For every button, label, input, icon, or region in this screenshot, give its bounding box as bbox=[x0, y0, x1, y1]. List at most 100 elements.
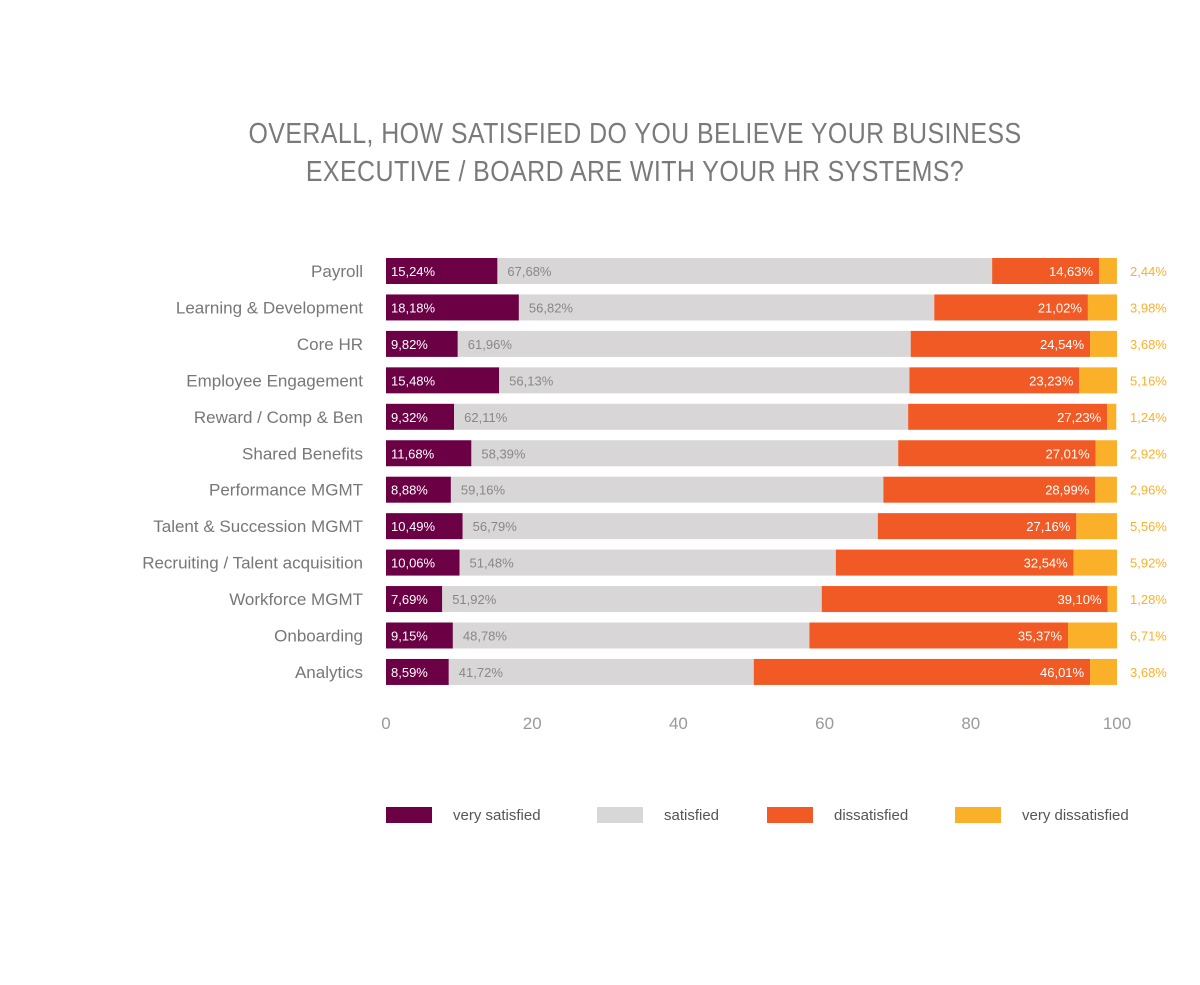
category-label: Payroll bbox=[311, 262, 363, 281]
legend-swatch bbox=[955, 807, 1001, 823]
bar-very-dissatisfied bbox=[1107, 586, 1117, 613]
x-tick-label: 60 bbox=[815, 714, 834, 733]
bar-very-satisfied bbox=[386, 586, 443, 613]
data-label: 10,06% bbox=[391, 556, 436, 571]
bar-dissatisfied bbox=[908, 403, 1108, 430]
data-label: 6,71% bbox=[1130, 629, 1167, 644]
bar-satisfied bbox=[462, 513, 878, 540]
bar-dissatisfied bbox=[910, 330, 1091, 357]
bar-satisfied bbox=[459, 549, 836, 576]
legend-label: satisfied bbox=[664, 807, 719, 824]
data-label: 48,78% bbox=[463, 629, 508, 644]
data-label: 18,18% bbox=[391, 300, 436, 315]
category-label: Analytics bbox=[295, 663, 363, 682]
data-label: 10,49% bbox=[391, 519, 436, 534]
data-label: 15,24% bbox=[391, 264, 436, 279]
bar-very-dissatisfied bbox=[1095, 476, 1117, 503]
data-label: 28,99% bbox=[1045, 483, 1090, 498]
legend-swatch bbox=[597, 807, 643, 823]
data-label: 46,01% bbox=[1040, 665, 1085, 680]
category-label: Talent & Succession MGMT bbox=[153, 517, 363, 536]
bar-dissatisfied bbox=[753, 658, 1091, 685]
data-label: 35,37% bbox=[1018, 629, 1063, 644]
bar-dissatisfied bbox=[835, 549, 1074, 576]
bar-satisfied bbox=[450, 476, 884, 503]
data-label: 62,11% bbox=[464, 410, 508, 425]
category-label: Learning & Development bbox=[176, 298, 363, 317]
bar-very-dissatisfied bbox=[1087, 294, 1117, 321]
x-tick-label: 80 bbox=[961, 714, 980, 733]
data-label: 8,88% bbox=[391, 483, 428, 498]
category-label: Recruiting / Talent acquisition bbox=[142, 554, 363, 573]
data-label: 3,68% bbox=[1130, 337, 1167, 352]
category-label: Employee Engagement bbox=[186, 371, 363, 390]
bar-dissatisfied bbox=[898, 440, 1096, 467]
bar-very-dissatisfied bbox=[1099, 258, 1117, 284]
data-label: 21,02% bbox=[1038, 300, 1083, 315]
data-label: 56,79% bbox=[473, 519, 518, 534]
data-label: 2,44% bbox=[1130, 264, 1167, 279]
data-label: 56,82% bbox=[529, 300, 574, 315]
x-tick-label: 20 bbox=[523, 714, 542, 733]
bar-very-satisfied bbox=[386, 513, 463, 540]
legend-swatch bbox=[386, 807, 432, 823]
bar-dissatisfied bbox=[909, 367, 1080, 394]
category-label: Shared Benefits bbox=[242, 444, 363, 463]
data-label: 9,15% bbox=[391, 629, 428, 644]
bar-dissatisfied bbox=[934, 294, 1088, 321]
bar-very-satisfied bbox=[386, 658, 449, 685]
data-label: 59,16% bbox=[461, 483, 506, 498]
data-label: 11,68% bbox=[391, 446, 435, 461]
data-label: 8,59% bbox=[391, 665, 428, 680]
bar-very-satisfied bbox=[386, 440, 472, 467]
data-label: 5,56% bbox=[1130, 519, 1167, 534]
data-label: 58,39% bbox=[481, 446, 526, 461]
bar-satisfied bbox=[448, 658, 754, 685]
data-label: 61,96% bbox=[468, 337, 513, 352]
legend-swatch bbox=[767, 807, 813, 823]
data-label: 5,16% bbox=[1130, 373, 1167, 388]
data-label: 23,23% bbox=[1029, 373, 1074, 388]
x-tick-label: 40 bbox=[669, 714, 688, 733]
bar-very-satisfied bbox=[386, 622, 453, 649]
bar-very-satisfied bbox=[386, 294, 519, 321]
data-label: 24,54% bbox=[1040, 337, 1085, 352]
bar-satisfied bbox=[452, 622, 810, 649]
data-label: 41,72% bbox=[459, 665, 504, 680]
bar-satisfied bbox=[454, 403, 909, 430]
category-label: Reward / Comp & Ben bbox=[194, 408, 363, 427]
data-label: 9,82% bbox=[391, 337, 428, 352]
data-label: 67,68% bbox=[507, 264, 552, 279]
bar-very-satisfied bbox=[386, 367, 500, 394]
bar-dissatisfied bbox=[809, 622, 1069, 649]
data-label: 2,96% bbox=[1130, 483, 1167, 498]
bar-satisfied bbox=[518, 294, 935, 321]
bar-very-dissatisfied bbox=[1090, 658, 1117, 685]
bar-very-dissatisfied bbox=[1107, 403, 1117, 430]
legend-label: dissatisfied bbox=[834, 807, 908, 824]
category-label: Onboarding bbox=[274, 627, 363, 646]
chart-title-line-1: OVERALL, HOW SATISFIED DO YOU BELIEVE YO… bbox=[248, 118, 1022, 150]
data-label: 27,16% bbox=[1026, 519, 1071, 534]
bar-very-dissatisfied bbox=[1068, 622, 1118, 649]
data-label: 51,48% bbox=[470, 556, 515, 571]
category-label: Core HR bbox=[297, 335, 363, 354]
data-label: 1,28% bbox=[1130, 592, 1167, 607]
data-label: 15,48% bbox=[391, 373, 436, 388]
chart-title-line-2: EXECUTIVE / BOARD ARE WITH YOUR HR SYSTE… bbox=[305, 156, 965, 188]
bar-satisfied bbox=[442, 586, 822, 613]
data-label: 27,01% bbox=[1046, 446, 1091, 461]
bar-very-satisfied bbox=[386, 330, 458, 357]
data-label: 3,68% bbox=[1130, 665, 1167, 680]
bar-dissatisfied bbox=[821, 586, 1108, 613]
category-label: Performance MGMT bbox=[209, 481, 363, 500]
bar-satisfied bbox=[471, 440, 899, 467]
chart-title: OVERALL, HOW SATISFIED DO YOU BELIEVE YO… bbox=[89, 115, 1181, 191]
data-label: 2,92% bbox=[1130, 446, 1167, 461]
bar-very-satisfied bbox=[386, 476, 451, 503]
bar-very-dissatisfied bbox=[1076, 513, 1117, 540]
bar-dissatisfied bbox=[992, 258, 1100, 284]
bar-satisfied bbox=[499, 367, 910, 394]
bar-very-satisfied bbox=[386, 403, 455, 430]
data-label: 3,98% bbox=[1130, 300, 1167, 315]
